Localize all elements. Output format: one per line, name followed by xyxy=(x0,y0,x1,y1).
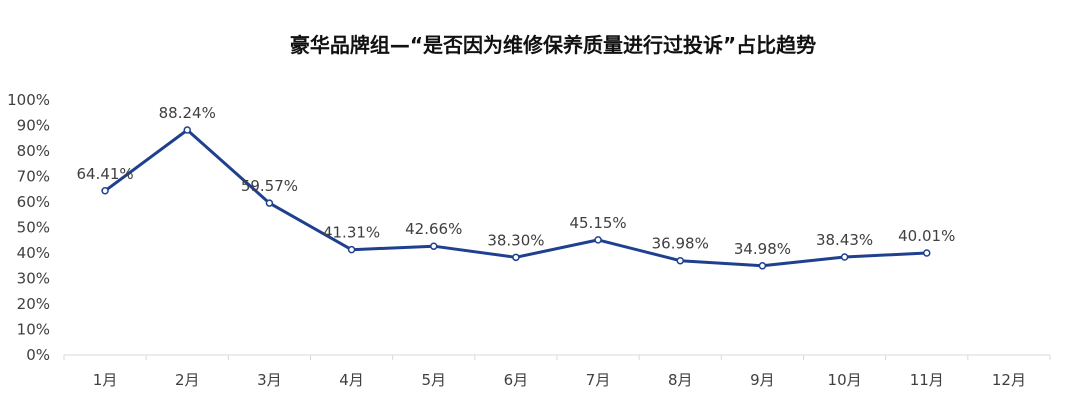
x-tick-label: 11月 xyxy=(910,371,944,389)
data-label: 88.24% xyxy=(159,104,216,122)
x-tick-label: 2月 xyxy=(175,371,200,389)
data-point xyxy=(430,242,438,250)
x-tick-label: 1月 xyxy=(93,371,118,389)
y-axis: 0% 10% 20% 30% 40% 50% 60% 70% 80% 90% 100% xyxy=(7,91,50,364)
x-tick-label: 7月 xyxy=(586,371,611,389)
y-tick-label: 60% xyxy=(17,193,50,211)
data-point xyxy=(923,249,931,257)
data-point xyxy=(758,262,767,270)
data-point xyxy=(676,256,684,265)
y-tick-label: 0% xyxy=(26,346,50,364)
chart-title: 豪华品牌组—“是否因为维修保养质量进行过投诉”占比趋势 xyxy=(290,33,816,57)
data-point xyxy=(265,199,274,207)
data-label: 64.41% xyxy=(76,165,133,183)
data-point xyxy=(594,236,602,244)
data-label: 42.66% xyxy=(405,220,462,238)
x-tick-label: 12月 xyxy=(992,371,1026,389)
data-point xyxy=(183,126,191,134)
data-label: 38.30% xyxy=(487,231,544,249)
y-tick-label: 90% xyxy=(17,117,50,135)
data-label: 36.98% xyxy=(652,235,709,253)
y-tick-label: 30% xyxy=(17,270,50,288)
x-tick-label: 8月 xyxy=(668,371,693,389)
y-tick-label: 100% xyxy=(7,91,50,109)
data-point xyxy=(840,253,849,261)
y-tick-label: 10% xyxy=(17,321,50,339)
x-tick-label: 3月 xyxy=(257,371,282,389)
data-label: 45.15% xyxy=(569,214,626,232)
x-tick-label: 9月 xyxy=(750,371,775,389)
data-point xyxy=(347,245,356,254)
y-tick-label: 20% xyxy=(17,295,50,313)
x-tick-label: 4月 xyxy=(339,371,364,389)
data-label: 38.43% xyxy=(816,231,873,249)
y-tick-label: 50% xyxy=(17,219,50,237)
data-label: 59.57% xyxy=(241,177,298,195)
data-point xyxy=(101,187,109,195)
x-tick-label: 10月 xyxy=(828,371,862,389)
data-label: 41.31% xyxy=(323,224,380,242)
data-label: 34.98% xyxy=(734,240,791,258)
x-tick-label: 6月 xyxy=(504,371,529,389)
data-label: 40.01% xyxy=(898,227,955,245)
x-axis: 1月 2月 3月 4月 5月 6月 7月 8月 9月 10月 11月 12月 xyxy=(63,354,1051,389)
data-point xyxy=(512,253,520,262)
y-tick-label: 80% xyxy=(17,142,50,160)
y-tick-label: 40% xyxy=(17,244,50,262)
plot-area: 64.41% 88.24% 59.57% 41.31% 42.66% 38.30% 45.1… xyxy=(76,104,955,270)
x-tick-label: 5月 xyxy=(421,371,446,389)
y-tick-label: 70% xyxy=(17,168,50,186)
